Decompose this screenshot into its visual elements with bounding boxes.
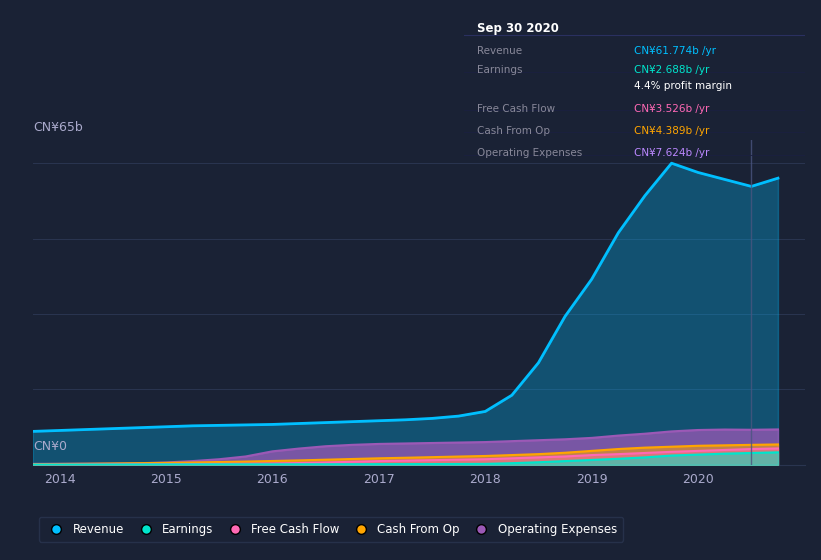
Text: Revenue: Revenue (478, 46, 523, 57)
Text: CN¥61.774b /yr: CN¥61.774b /yr (635, 46, 716, 57)
Text: Cash From Op: Cash From Op (478, 126, 551, 136)
Text: CN¥4.389b /yr: CN¥4.389b /yr (635, 126, 709, 136)
Text: Operating Expenses: Operating Expenses (478, 148, 583, 158)
Text: Sep 30 2020: Sep 30 2020 (478, 22, 559, 35)
Text: CN¥2.688b /yr: CN¥2.688b /yr (635, 66, 709, 76)
Legend: Revenue, Earnings, Free Cash Flow, Cash From Op, Operating Expenses: Revenue, Earnings, Free Cash Flow, Cash … (39, 517, 623, 542)
Text: CN¥7.624b /yr: CN¥7.624b /yr (635, 148, 709, 158)
Text: CN¥65b: CN¥65b (33, 122, 83, 134)
Text: CN¥3.526b /yr: CN¥3.526b /yr (635, 104, 709, 114)
Text: 4.4% profit margin: 4.4% profit margin (635, 81, 732, 91)
Text: Earnings: Earnings (478, 66, 523, 76)
Text: Free Cash Flow: Free Cash Flow (478, 104, 556, 114)
Text: CN¥0: CN¥0 (33, 440, 67, 452)
